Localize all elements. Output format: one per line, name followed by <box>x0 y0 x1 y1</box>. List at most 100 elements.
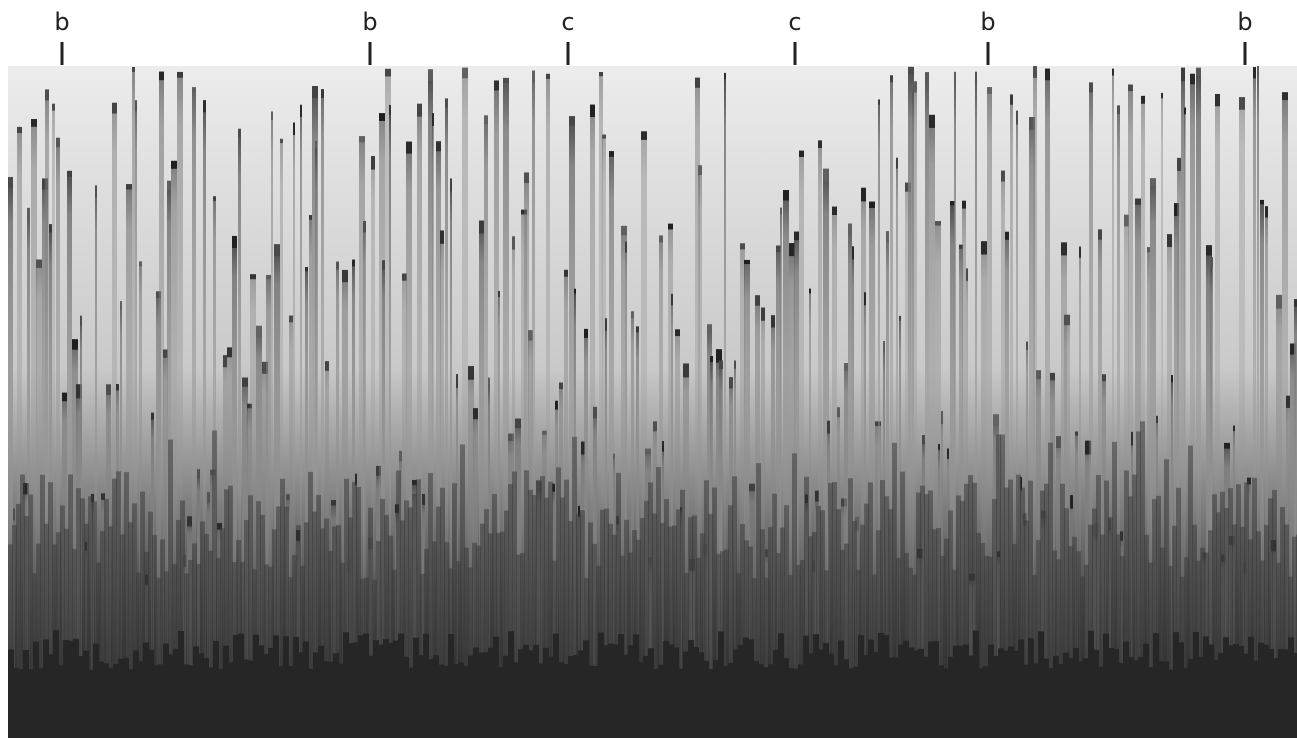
streak-head <box>250 274 256 279</box>
streak-head <box>908 67 914 74</box>
streak-head <box>139 261 142 266</box>
streak-head <box>555 401 558 410</box>
streak-head <box>325 361 329 371</box>
streak-head <box>462 68 468 79</box>
streak-head <box>590 105 595 117</box>
streak-head <box>827 421 830 434</box>
streak-head <box>569 116 575 125</box>
streak-head <box>312 86 318 98</box>
streak-head <box>599 72 603 76</box>
streak-head <box>159 72 164 81</box>
streak-head <box>1075 431 1078 435</box>
streak-head <box>1016 111 1018 125</box>
streak-head <box>783 190 789 200</box>
streak-head <box>95 185 97 197</box>
streak-head <box>213 196 216 201</box>
streak-head <box>1001 171 1005 182</box>
streak-head <box>321 89 324 98</box>
streak-head <box>331 500 336 505</box>
page: bbccbb (() => { const data = JSON.parse(… <box>0 0 1297 738</box>
streak-head <box>45 89 49 100</box>
streak-head <box>31 119 37 127</box>
streak-head <box>1036 370 1041 379</box>
streak-head <box>238 129 241 137</box>
streak-head <box>524 172 529 183</box>
streak-head <box>729 377 733 388</box>
streak-head <box>1128 85 1133 92</box>
streak-head <box>744 260 750 264</box>
streak-head <box>135 100 137 111</box>
streak-head <box>479 221 484 234</box>
streak-head <box>1033 66 1037 78</box>
streak-head <box>1224 443 1230 449</box>
streak-head <box>966 268 968 280</box>
streak-head <box>52 104 55 111</box>
streak-head <box>1098 229 1102 239</box>
streak-head <box>818 140 822 148</box>
streak-head <box>171 161 177 169</box>
streak-head <box>315 141 317 149</box>
streak-head <box>101 493 105 500</box>
streak-head <box>382 260 385 269</box>
streak-head <box>755 295 760 305</box>
streak-head <box>456 374 458 388</box>
streak-head <box>56 138 60 147</box>
streak-head <box>227 347 232 357</box>
streak-head <box>289 316 293 323</box>
streak-head <box>625 242 627 253</box>
streak-head <box>1233 426 1235 432</box>
streak-head <box>187 516 192 526</box>
streak-head <box>120 301 122 310</box>
streak-head <box>1079 247 1081 258</box>
streak-head <box>981 241 987 254</box>
streak-head <box>809 289 811 294</box>
streak-head <box>962 201 966 209</box>
streak-head <box>1026 342 1028 350</box>
streak-head <box>1206 245 1212 255</box>
streak-head <box>112 103 117 114</box>
streak-head <box>761 308 765 321</box>
streak-head <box>1117 105 1120 114</box>
streak-head <box>371 156 375 170</box>
streak-head <box>207 492 210 503</box>
marker-label: b <box>980 8 995 36</box>
streak-head <box>698 165 702 175</box>
streak-head <box>379 113 385 121</box>
streak-head <box>300 105 302 117</box>
streak-head <box>49 224 52 232</box>
streak-head <box>621 226 627 235</box>
streak-head <box>1010 94 1013 104</box>
streak-head <box>197 469 200 478</box>
streak-head <box>1257 66 1259 75</box>
streak-head <box>771 315 775 327</box>
streak-head <box>1045 69 1050 81</box>
streak-head <box>823 169 829 182</box>
streak-head <box>440 230 444 243</box>
streak-head <box>1253 67 1256 78</box>
streak-head <box>8 177 13 188</box>
streak-head <box>1184 108 1186 115</box>
streak-head <box>653 421 657 431</box>
streak-head <box>132 67 135 72</box>
streak-head <box>662 441 664 452</box>
streak-head <box>947 449 949 459</box>
streak-head <box>1141 96 1145 104</box>
streak-head <box>861 188 866 202</box>
streak-head <box>473 408 478 419</box>
streak-head <box>503 78 509 83</box>
streak-head <box>342 270 348 282</box>
streak-head <box>1061 242 1067 255</box>
marker-label: b <box>1237 8 1252 36</box>
streak-head <box>422 494 425 505</box>
streak-head <box>987 87 992 94</box>
streak-head <box>605 318 607 331</box>
streak-head <box>203 100 206 112</box>
streak-head <box>1147 247 1150 252</box>
streak-head <box>72 339 78 349</box>
marker-label: b <box>54 8 69 36</box>
streak-head <box>890 75 893 82</box>
streak-head <box>749 484 755 491</box>
streak-head <box>116 384 119 390</box>
streak-head <box>352 260 355 267</box>
streak-head <box>1282 92 1288 100</box>
